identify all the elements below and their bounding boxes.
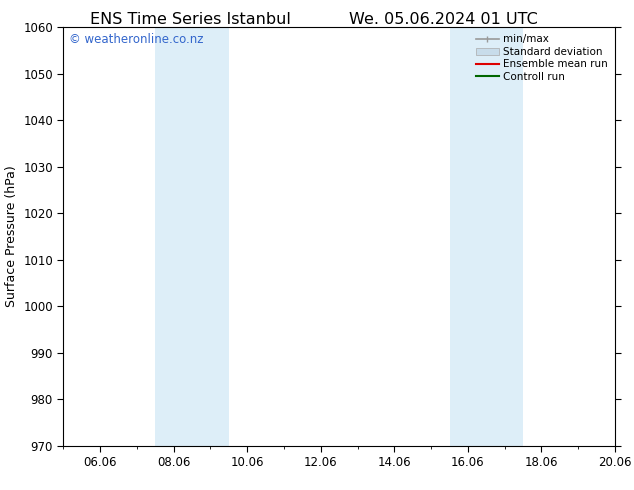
Bar xyxy=(155,27,229,446)
Y-axis label: Surface Pressure (hPa): Surface Pressure (hPa) xyxy=(4,166,18,307)
Legend: min/max, Standard deviation, Ensemble mean run, Controll run: min/max, Standard deviation, Ensemble me… xyxy=(474,32,610,84)
Text: © weatheronline.co.nz: © weatheronline.co.nz xyxy=(69,33,204,46)
Text: We. 05.06.2024 01 UTC: We. 05.06.2024 01 UTC xyxy=(349,12,538,27)
Text: ENS Time Series Istanbul: ENS Time Series Istanbul xyxy=(90,12,290,27)
Bar xyxy=(450,27,523,446)
